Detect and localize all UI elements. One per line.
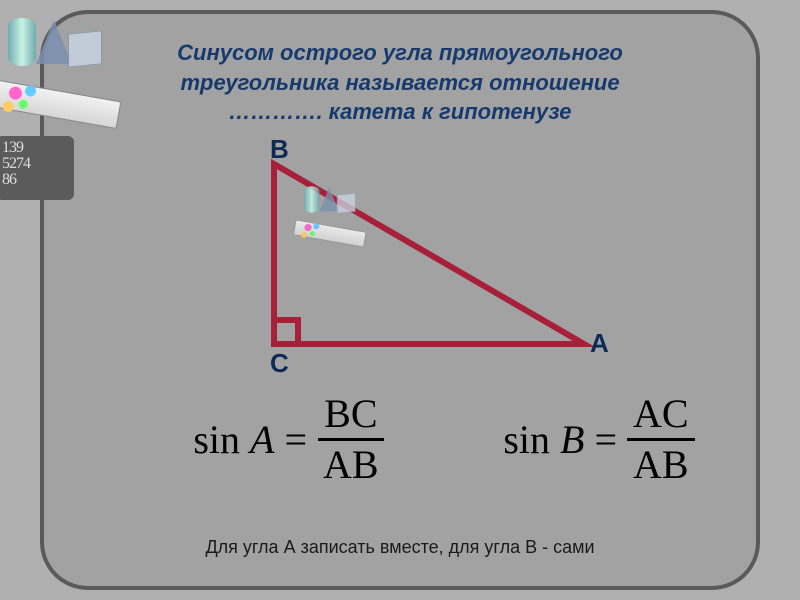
denominator: AB [317, 441, 385, 485]
denominator: AB [627, 441, 695, 485]
arg: A [250, 416, 274, 463]
numbers-row: 86 [2, 172, 68, 188]
func: sin [193, 416, 240, 463]
formula-sin-b: sin B = AC AB [503, 394, 694, 485]
formula-sin-a: sin A = BC AB [193, 394, 384, 485]
equals: = [594, 416, 617, 463]
footer-note: Для угла А записать вместе, для угла В -… [104, 537, 696, 558]
title-line-3: …………. катета к гипотенузе [228, 99, 571, 124]
arg: B [560, 416, 584, 463]
numerator: AC [627, 394, 695, 441]
ruler-icon [0, 79, 121, 129]
equals: = [284, 416, 307, 463]
triangle-diagram: В С А [244, 144, 624, 374]
numbers-row: 5274 [2, 156, 68, 172]
mini-decor-icon [294, 184, 338, 241]
slide-title: Синусом острого угла прямоугольного треу… [104, 38, 696, 127]
paint-splash-icon [0, 71, 47, 127]
vertex-label-b: В [270, 134, 289, 165]
fraction: BC AB [317, 394, 385, 485]
func: sin [503, 416, 550, 463]
slide-frame: Синусом острого угла прямоугольного треу… [40, 10, 760, 590]
title-line-1: Синусом острого угла прямоугольного [177, 40, 623, 65]
numbers-row: 139 [2, 140, 68, 156]
fraction: AC AB [627, 394, 695, 485]
numbers-tile: 139 5274 86 [0, 136, 74, 200]
vertex-label-a: А [590, 328, 609, 359]
vertex-label-c: С [270, 348, 289, 379]
formulas-row: sin A = BC AB sin B = AC AB [134, 394, 754, 485]
corner-decor-icon: 139 5274 86 [0, 14, 110, 200]
numerator: BC [318, 394, 383, 441]
triangle-svg [244, 144, 624, 374]
title-line-2: треугольника называется отношение [180, 70, 619, 95]
